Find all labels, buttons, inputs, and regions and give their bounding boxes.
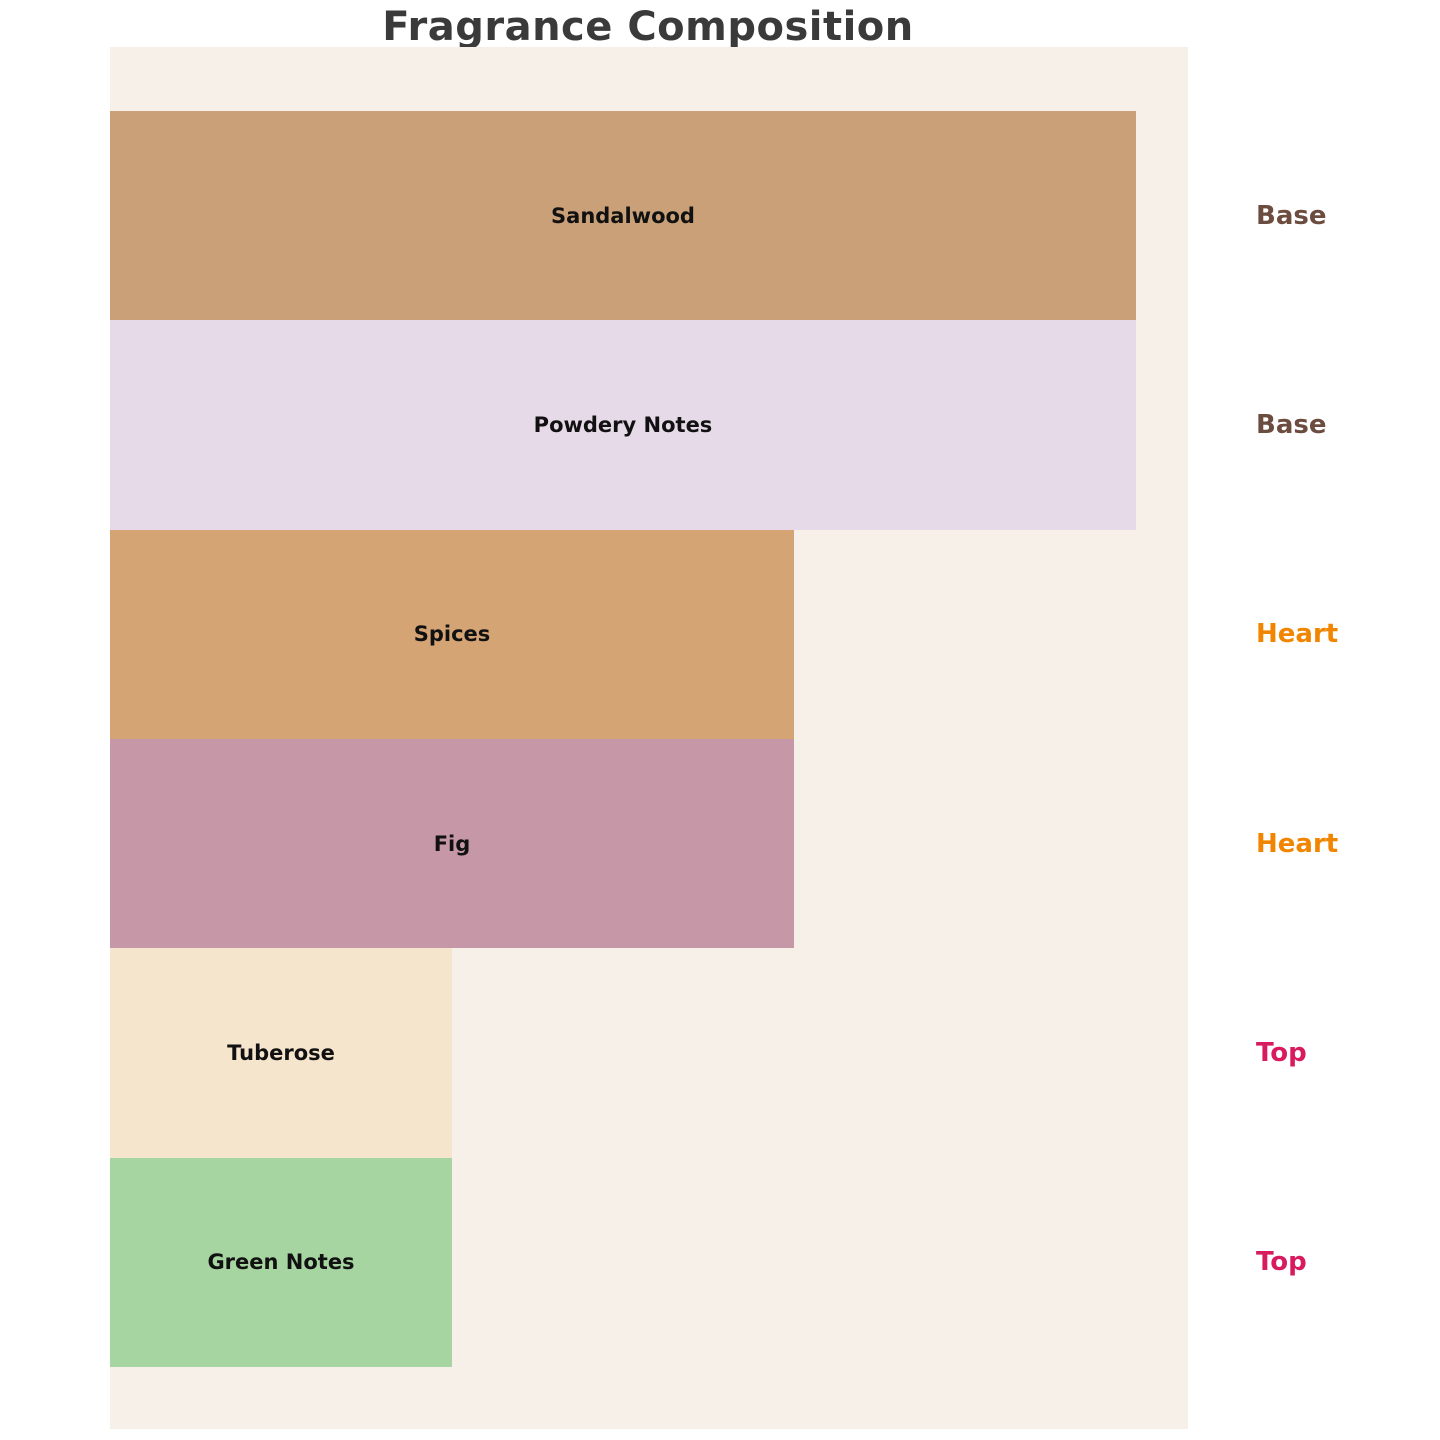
bar-green-notes: Green Notes bbox=[110, 1157, 452, 1367]
bars-container: Sandalwood Powdery Notes Spices Fig Tuberose… bbox=[110, 111, 1188, 1367]
group-label-top-5: Top bbox=[1256, 1247, 1307, 1278]
chart-title: Fragrance Composition bbox=[382, 4, 914, 50]
bar-label-fig: Fig bbox=[433, 831, 471, 856]
bar-label-tuberose: Tuberose bbox=[227, 1040, 335, 1065]
bar-sandalwood: Sandalwood bbox=[110, 111, 1136, 321]
group-label-top-4: Top bbox=[1256, 1038, 1307, 1068]
group-label-base-1: Base bbox=[1256, 410, 1327, 440]
group-label-heart-2: Heart bbox=[1256, 619, 1339, 650]
bar-label-powdery-notes: Powdery Notes bbox=[533, 412, 713, 437]
bar-spices: Spices bbox=[110, 529, 794, 739]
group-labels-container: Base Base Heart Heart Top Top bbox=[1256, 111, 1440, 1367]
bar-fig: Fig bbox=[110, 739, 794, 949]
bar-tuberose: Tuberose bbox=[110, 948, 452, 1158]
bar-label-sandalwood: Sandalwood bbox=[551, 203, 695, 228]
bar-label-green-notes: Green Notes bbox=[207, 1250, 355, 1275]
group-label-base-0: Base bbox=[1256, 200, 1327, 231]
group-label-heart-3: Heart bbox=[1256, 828, 1339, 859]
bar-powdery-notes: Powdery Notes bbox=[110, 320, 1136, 530]
bar-label-spices: Spices bbox=[413, 622, 491, 647]
